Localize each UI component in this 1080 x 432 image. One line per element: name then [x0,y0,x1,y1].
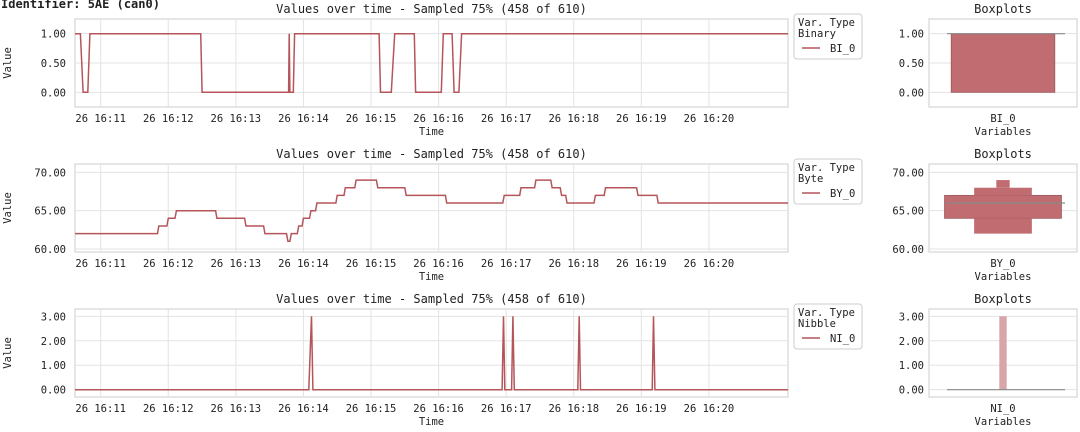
x-tick-label: 26 16:14 [278,258,329,270]
x-tick-label: 26 16:19 [616,258,667,270]
boxplot-title: Boxplots [974,292,1032,306]
x-axis-label: Time [419,126,444,138]
y-tick-label: 0.00 [899,385,924,397]
series-line-ni-0 [75,316,788,391]
y-axis-label: Value [2,337,14,369]
y-tick-label: 0.00 [899,87,924,99]
x-tick-label: 26 16:18 [548,258,599,270]
legend-title: Var. Type [798,162,855,174]
legend-entry: BI_0 [830,43,855,55]
legend-subtitle: Nibble [798,318,836,330]
x-tick-label: 26 16:11 [75,403,126,415]
x-tick-label: 26 16:18 [548,403,599,415]
y-tick-label: 2.00 [899,336,924,348]
boxplot-category-label: BY_0 [990,258,1015,270]
x-axis-label: Time [419,416,444,428]
y-tick-label: 60.00 [34,244,66,256]
line-chart-title: Values over time - Sampled 75% (458 of 6… [276,147,587,161]
y-tick-label: 1.00 [41,360,66,372]
y-tick-label: 0.00 [41,87,66,99]
y-tick-label: 0.50 [41,58,66,70]
y-tick-label: 0.50 [899,58,924,70]
boxplot-title: Boxplots [974,2,1032,16]
series-line-by-0 [75,179,788,243]
boxplot-box [944,194,1062,219]
x-tick-label: 26 16:14 [278,113,329,125]
line-plot-frame [74,163,789,253]
x-tick-label: 26 16:16 [413,113,464,125]
x-tick-label: 26 16:18 [548,113,599,125]
x-tick-label: 26 16:14 [278,403,329,415]
boxplot-box [996,180,1010,188]
legend-title: Var. Type [798,17,855,29]
x-tick-label: 26 16:20 [684,403,735,415]
legend-subtitle: Byte [798,173,823,185]
y-tick-label: 3.00 [41,311,66,323]
boxplot-x-axis-label: Variables [975,126,1032,138]
x-tick-label: 26 16:20 [684,113,735,125]
line-chart-title: Values over time - Sampled 75% (458 of 6… [276,2,587,16]
boxplot-box [974,218,1032,234]
boxplot-x-axis-label: Variables [975,416,1032,428]
y-tick-label: 1.00 [41,29,66,41]
x-tick-label: 26 16:11 [75,258,126,270]
x-axis-label: Time [419,271,444,283]
x-tick-label: 26 16:20 [684,258,735,270]
x-tick-label: 26 16:13 [211,258,262,270]
x-tick-label: 26 16:17 [481,113,532,125]
x-tick-label: 26 16:13 [211,403,262,415]
x-tick-label: 26 16:19 [616,113,667,125]
boxplot-box [999,316,1007,390]
boxplot-box [974,187,1032,196]
y-tick-label: 70.00 [892,167,924,179]
boxplot-x-axis-label: Variables [975,271,1032,283]
boxplot-box [950,33,1056,93]
y-tick-label: 70.00 [34,167,66,179]
x-tick-label: 26 16:12 [143,258,194,270]
y-tick-label: 65.00 [34,206,66,218]
y-tick-label: 65.00 [892,206,924,218]
x-tick-label: 26 16:19 [616,403,667,415]
page-title: Identifier: 5AE (can0) [1,0,160,11]
line-plot-frame [74,308,789,398]
y-tick-label: 60.00 [892,244,924,256]
y-tick-label: 0.00 [41,385,66,397]
boxplot-title: Boxplots [974,147,1032,161]
x-tick-label: 26 16:16 [413,258,464,270]
legend-entry: BY_0 [830,188,855,200]
x-tick-label: 26 16:15 [346,258,397,270]
line-chart-title: Values over time - Sampled 75% (458 of 6… [276,292,587,306]
x-tick-label: 26 16:11 [75,113,126,125]
x-tick-label: 26 16:12 [143,113,194,125]
x-tick-label: 26 16:12 [143,403,194,415]
y-tick-label: 2.00 [41,336,66,348]
y-axis-label: Value [2,47,14,79]
y-tick-label: 1.00 [899,360,924,372]
series-line-bi-0 [75,32,788,94]
y-tick-label: 3.00 [899,311,924,323]
x-tick-label: 26 16:13 [211,113,262,125]
y-axis-label: Value [2,192,14,224]
y-tick-label: 1.00 [899,29,924,41]
legend-subtitle: Binary [798,28,836,40]
legend-title: Var. Type [798,307,855,319]
boxplot-category-label: NI_0 [990,403,1015,415]
x-tick-label: 26 16:15 [346,113,397,125]
x-tick-label: 26 16:15 [346,403,397,415]
boxplot-category-label: BI_0 [990,113,1015,125]
x-tick-label: 26 16:17 [481,258,532,270]
x-tick-label: 26 16:17 [481,403,532,415]
legend-entry: NI_0 [830,333,855,345]
x-tick-label: 26 16:16 [413,403,464,415]
